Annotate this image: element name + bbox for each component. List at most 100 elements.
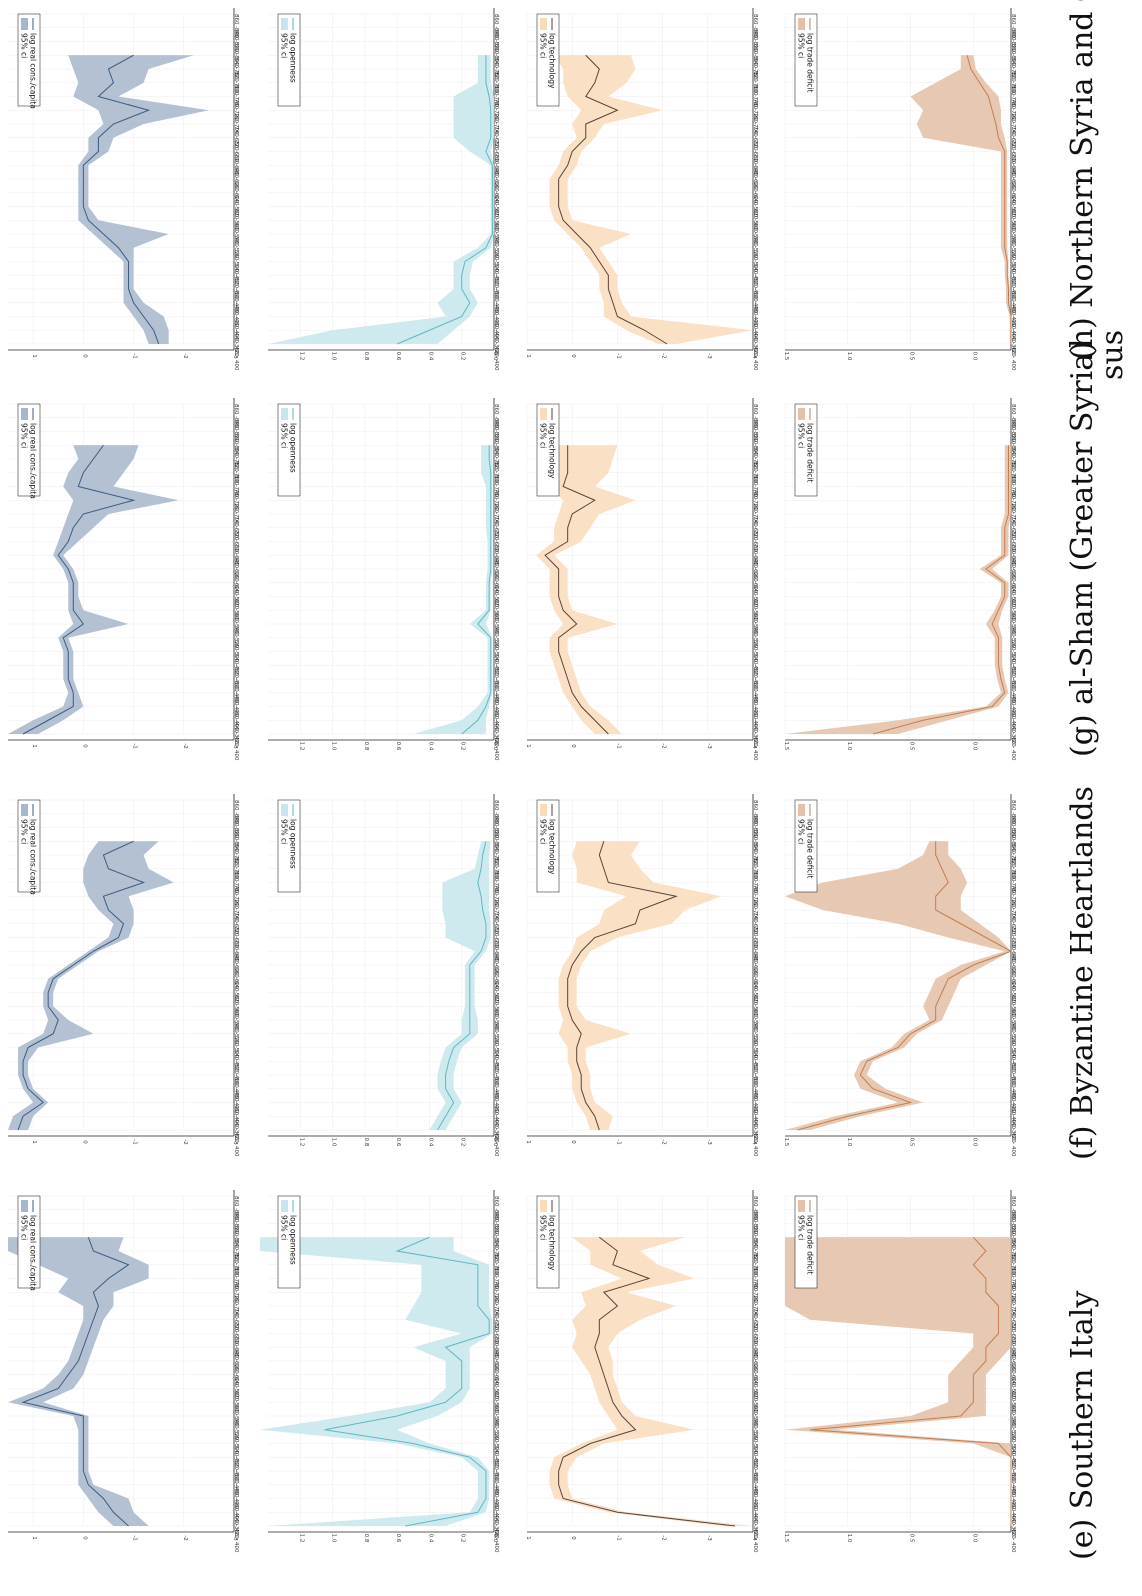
value-tick-label: -2 — [661, 743, 667, 748]
category-tick-label: 700 - 720 — [493, 910, 499, 937]
legend-label: 95% ci — [280, 1215, 289, 1240]
category-tick-label: 720 - 740 — [493, 500, 499, 527]
category-tick-label: 780 - 800 — [233, 1251, 239, 1278]
series-line — [567, 841, 678, 1131]
series-line — [558, 54, 668, 345]
category-tick-label: 500 - 520 — [752, 1048, 758, 1075]
value-tick-label: 1 — [525, 354, 531, 358]
value-tick-label: 1.0 — [846, 742, 852, 751]
category-tick-label: 760 - 780 — [1010, 869, 1016, 896]
value-tick-label: -3 — [232, 743, 238, 749]
category-tick-label: 540 - 560 — [493, 1020, 499, 1047]
category-tick-label: 800 - 820 — [1010, 1237, 1016, 1264]
caption-h: (h) Northern Syria and Cauca- — [1065, 0, 1100, 360]
ci-band — [8, 841, 174, 1130]
category-tick-label: 680 - 700 — [233, 1320, 239, 1347]
value-tick-label: -1 — [132, 1139, 138, 1144]
legend-fill-swatch — [540, 1200, 547, 1212]
category-tick-label: 720 - 740 — [233, 896, 239, 923]
category-tick-label: 560 - 580 — [493, 1402, 499, 1429]
category-tick-label: 680 - 700 — [1010, 1320, 1016, 1347]
category-tick-label: 420 - 440 — [233, 317, 239, 344]
value-tick-label: 1.5 — [783, 742, 789, 751]
category-tick-label: 800 - 820 — [493, 1237, 499, 1264]
category-tick-label: 820 - 840 — [233, 432, 239, 459]
caption-f: (f) Byzantine Heartlands — [1065, 786, 1100, 1160]
ci-band — [536, 445, 636, 734]
value-tick-label: 1 — [31, 744, 37, 748]
category-tick-label: 860 - 880 — [493, 1196, 499, 1223]
category-tick-label: 420 - 440 — [1010, 1103, 1016, 1130]
category-tick-label: 380 - 400 — [493, 344, 499, 371]
value-tick-label: -3 — [232, 1139, 238, 1145]
category-tick-label: 380 - 400 — [233, 734, 239, 761]
legend-label: log real cons./capita — [29, 423, 38, 499]
legend-fill-swatch — [281, 408, 288, 420]
category-tick-label: 660 - 680 — [493, 152, 499, 179]
series-line — [810, 1236, 1012, 1526]
category-tick-label: 420 - 440 — [233, 707, 239, 734]
category-tick-label: 580 - 600 — [233, 207, 239, 234]
category-tick-label: 380 - 400 — [752, 734, 758, 761]
legend-box — [536, 1195, 560, 1289]
category-tick-label: 600 - 620 — [493, 979, 499, 1006]
series-line — [22, 444, 136, 735]
legend-label: 95% ci — [797, 33, 806, 58]
category-tick-label: 400 - 420 — [493, 720, 499, 747]
value-tick-label: -4 — [751, 1535, 757, 1541]
category-tick-label: 540 - 560 — [1010, 1416, 1016, 1443]
series-line — [82, 54, 160, 345]
value-tick-label: -1 — [132, 743, 138, 748]
category-tick-label: 820 - 840 — [493, 42, 499, 69]
category-tick-label: 560 - 580 — [233, 220, 239, 247]
category-tick-label: 480 - 500 — [493, 1061, 499, 1088]
category-tick-label: 680 - 700 — [493, 528, 499, 555]
category-tick-label: 620 - 640 — [1010, 1361, 1016, 1388]
value-tick-label: -4 — [751, 353, 757, 359]
legend-label: 95% ci — [539, 423, 548, 448]
value-tick-label: 0.2 — [460, 1138, 466, 1147]
value-tick-label: 0.0 — [492, 352, 498, 361]
category-tick-label: 800 - 820 — [752, 445, 758, 472]
category-tick-label: 440 - 460 — [752, 1089, 758, 1116]
category-tick-label: 660 - 680 — [752, 1334, 758, 1361]
category-tick-label: 620 - 640 — [493, 179, 499, 206]
category-tick-label: 640 - 660 — [493, 951, 499, 978]
category-tick-label: 500 - 520 — [752, 652, 758, 679]
legend-box — [794, 403, 818, 497]
value-tick-label: 1 — [31, 1140, 37, 1144]
category-tick-label: 440 - 460 — [493, 1089, 499, 1116]
category-tick-label: 840 - 860 — [1010, 418, 1016, 445]
category-tick-label: 580 - 600 — [493, 1389, 499, 1416]
category-tick-label: 600 - 620 — [752, 1375, 758, 1402]
category-tick-label: 820 - 840 — [233, 828, 239, 855]
category-tick-label: 440 - 460 — [233, 693, 239, 720]
category-tick-label: 580 - 600 — [1010, 1389, 1016, 1416]
category-tick-label: 760 - 780 — [233, 1265, 239, 1292]
category-tick-label: 760 - 780 — [233, 473, 239, 500]
legend-box — [17, 403, 41, 497]
category-tick-label: 840 - 860 — [1010, 28, 1016, 55]
category-tick-label: 500 - 520 — [493, 652, 499, 679]
category-tick-label: 580 - 600 — [752, 993, 758, 1020]
ci-band — [429, 841, 491, 1130]
category-tick-label: 540 - 560 — [1010, 234, 1016, 261]
category-tick-label: 560 - 580 — [233, 610, 239, 637]
category-tick-label: 820 - 840 — [752, 42, 758, 69]
category-tick-label: 700 - 720 — [233, 514, 239, 541]
category-tick-label: 680 - 700 — [1010, 528, 1016, 555]
category-tick-label: 480 - 500 — [752, 1061, 758, 1088]
ci-band — [68, 55, 209, 344]
category-tick-label: 700 - 720 — [1010, 910, 1016, 937]
category-tick-label: 500 - 520 — [233, 652, 239, 679]
category-tick-label: 380 - 400 — [233, 344, 239, 371]
category-tick-label: 460 - 480 — [752, 1471, 758, 1498]
category-tick-label: 720 - 740 — [1010, 1292, 1016, 1319]
